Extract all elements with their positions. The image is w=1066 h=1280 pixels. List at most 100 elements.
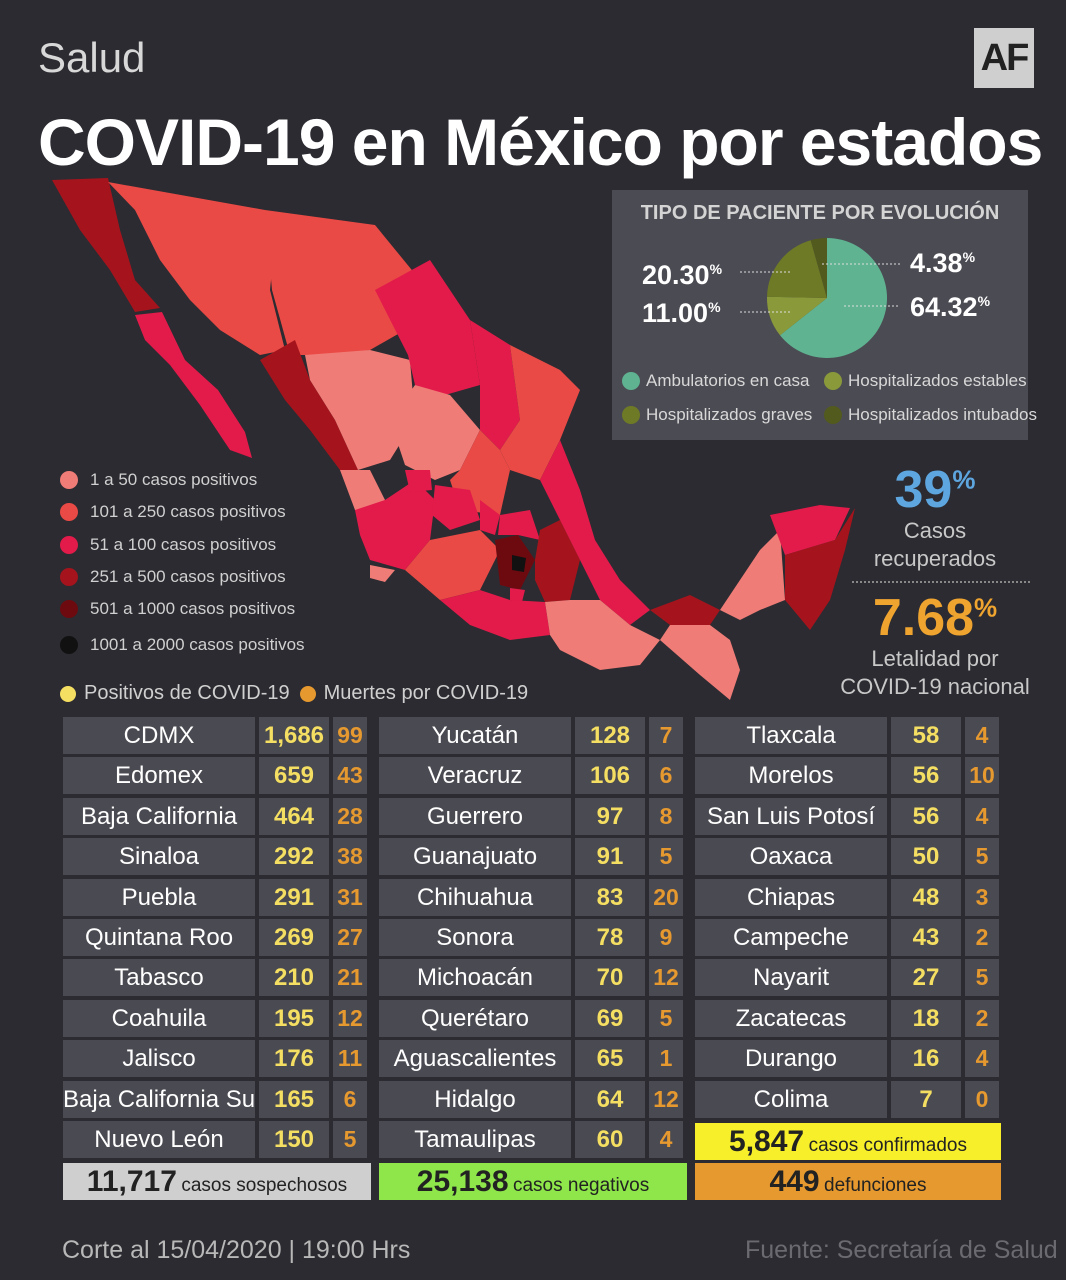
deaths-count: 12 — [649, 1080, 683, 1118]
pie-title: TIPO DE PACIENTE POR EVOLUCIÓN — [640, 202, 1000, 224]
state-name: Querétaro — [379, 999, 571, 1037]
positive-cases: 56 — [891, 797, 961, 835]
state-name: Oaxaca — [695, 838, 887, 876]
deaths-count: 5 — [649, 999, 683, 1037]
deaths-count: 2 — [965, 919, 999, 956]
state-name: Guanajuato — [379, 838, 571, 876]
pct-ambulatorios: 64.32% — [910, 292, 991, 322]
positive-cases: 659 — [259, 757, 329, 795]
legend-deaths-label: Muertes por COVID-19 — [323, 682, 529, 704]
table-legend: Positivos de COVID-19 Muertes por COVID-… — [60, 682, 528, 705]
deaths-count: 31 — [333, 878, 367, 916]
deaths-count: 5 — [333, 1121, 367, 1158]
positive-cases: 195 — [259, 999, 329, 1037]
table-row: Jalisco 176 11 — [63, 1040, 367, 1078]
deaths-count: 21 — [333, 959, 367, 997]
intubados-dot-icon — [824, 406, 842, 424]
pie-chart — [767, 238, 887, 358]
legend-positive-label: Positivos de COVID-19 — [84, 682, 290, 704]
table-row: Tamaulipas 60 4 — [379, 1121, 683, 1158]
positive-cases: 291 — [259, 878, 329, 916]
legend-dot-icon — [60, 600, 78, 618]
positive-cases: 176 — [259, 1040, 329, 1078]
positive-cases: 97 — [575, 797, 645, 835]
table-row: CDMX 1,686 99 — [63, 717, 367, 754]
table-row: Nuevo León 150 5 — [63, 1121, 367, 1158]
legend-graves: Hospitalizados graves — [622, 405, 812, 425]
mexico-map — [52, 178, 855, 700]
positive-cases: 16 — [891, 1040, 961, 1078]
deaths-count: 4 — [965, 1040, 999, 1078]
table-row: Sinaloa 292 38 — [63, 838, 367, 876]
ambulatorios-dot-icon — [622, 372, 640, 390]
table-row: Chiapas 48 3 — [695, 878, 999, 916]
pct-intubados: 4.38% — [910, 248, 976, 278]
positive-cases: 7 — [891, 1080, 961, 1118]
deaths-count: 99 — [333, 717, 367, 754]
map-oaxaca — [545, 600, 660, 670]
pie-slice-estables — [767, 296, 827, 336]
state-name: Coahuila — [63, 999, 255, 1037]
deaths-count: 10 — [965, 757, 999, 795]
table-row: Morelos 56 10 — [695, 757, 999, 795]
map-sinaloa — [260, 340, 358, 470]
map-hidalgo — [498, 510, 540, 540]
positive-cases: 65 — [575, 1040, 645, 1078]
positive-cases: 91 — [575, 838, 645, 876]
deaths-total: 449 defunciones — [695, 1163, 1001, 1200]
recovered-pct: 39% — [894, 461, 976, 519]
state-name: Veracruz — [379, 757, 571, 795]
map-legend-4: 251 a 500 casos positivos — [60, 567, 286, 587]
deaths-count: 38 — [333, 838, 367, 876]
deaths-count: 27 — [333, 919, 367, 956]
map-tabasco — [650, 595, 720, 625]
suspects-total: 11,717 casos sospechosos — [63, 1163, 371, 1200]
deaths-count: 28 — [333, 797, 367, 835]
state-name: Michoacán — [379, 959, 571, 997]
state-name: Sonora — [379, 919, 571, 956]
positive-cases: 64 — [575, 1080, 645, 1118]
deaths-count: 3 — [965, 878, 999, 916]
table-row: Baja California Sur 165 6 — [63, 1080, 367, 1118]
table-row: Hidalgo 64 12 — [379, 1080, 683, 1118]
map-michoacan — [405, 530, 500, 600]
pct-estables: 11.00% — [642, 298, 721, 328]
map-queretaro — [480, 500, 500, 535]
map-coahuila — [375, 260, 480, 395]
table-row: Quintana Roo 269 27 — [63, 919, 367, 956]
table-row: San Luis Potosí 56 4 — [695, 797, 999, 835]
pct-graves: 20.30% — [642, 260, 723, 290]
deaths-count: 43 — [333, 757, 367, 795]
map-tamaulipas — [500, 345, 580, 480]
state-name: Guerrero — [379, 797, 571, 835]
table-row: Chihuahua 83 20 — [379, 878, 683, 916]
positive-cases: 83 — [575, 878, 645, 916]
table-row: Baja California 464 28 — [63, 797, 367, 835]
state-name: Yucatán — [379, 717, 571, 754]
map-baja-california — [52, 178, 160, 312]
stats-divider — [852, 581, 1030, 583]
map-zacatecas — [390, 385, 480, 480]
state-name: Baja California Sur — [63, 1080, 255, 1118]
positive-cases: 27 — [891, 959, 961, 997]
positive-cases: 60 — [575, 1121, 645, 1158]
page-title: COVID-19 en México por estados — [38, 105, 1043, 179]
positive-dot-icon — [60, 685, 76, 702]
table-row: Colima 7 0 — [695, 1080, 999, 1118]
map-guanajuato — [432, 485, 480, 530]
state-name: Tlaxcala — [695, 717, 887, 754]
positive-cases: 58 — [891, 717, 961, 754]
state-name: Baja California — [63, 797, 255, 835]
table-row: Campeche 43 2 — [695, 919, 999, 956]
lethality-label: Letalidad por COVID-19 nacional — [840, 646, 1030, 699]
table-row: Michoacán 70 12 — [379, 959, 683, 997]
deaths-count: 4 — [649, 1121, 683, 1158]
table-row: Guerrero 97 8 — [379, 797, 683, 835]
legend-dot-icon — [60, 568, 78, 586]
deaths-count: 1 — [649, 1040, 683, 1078]
estables-dot-icon — [824, 372, 842, 390]
map-quintana-roo — [785, 508, 855, 630]
graves-dot-icon — [622, 406, 640, 424]
deaths-count: 12 — [333, 999, 367, 1037]
map-chihuahua — [265, 210, 420, 355]
